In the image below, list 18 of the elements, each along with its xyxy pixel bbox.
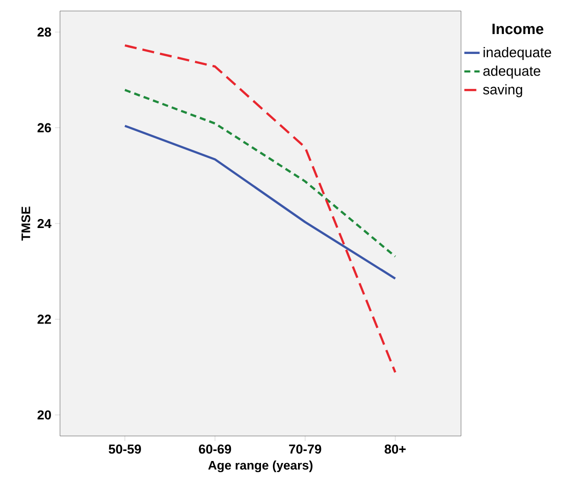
legend-label: saving (483, 84, 522, 98)
line-series (124, 124, 396, 280)
legend-label: adequate (483, 66, 540, 79)
legend-label: inadequate (484, 47, 552, 60)
line-series (124, 44, 396, 374)
x-tick-label: 50-59 (108, 444, 141, 454)
x-tick-label: 80+ (384, 444, 406, 454)
y-axis-title: TMSE (21, 206, 30, 241)
x-tick-label: 70-79 (289, 444, 322, 454)
y-tick-label: 24 (38, 218, 52, 228)
x-tick-label: 60-69 (198, 444, 232, 454)
legend-title: Income (492, 24, 544, 34)
line-series (124, 88, 396, 258)
y-tick-label: 28 (38, 27, 52, 37)
x-axis-title: Age range (years) (208, 460, 312, 472)
y-tick-label: 26 (38, 123, 52, 132)
y-tick-label: 22 (38, 314, 51, 324)
y-tick-label: 20 (38, 410, 51, 420)
